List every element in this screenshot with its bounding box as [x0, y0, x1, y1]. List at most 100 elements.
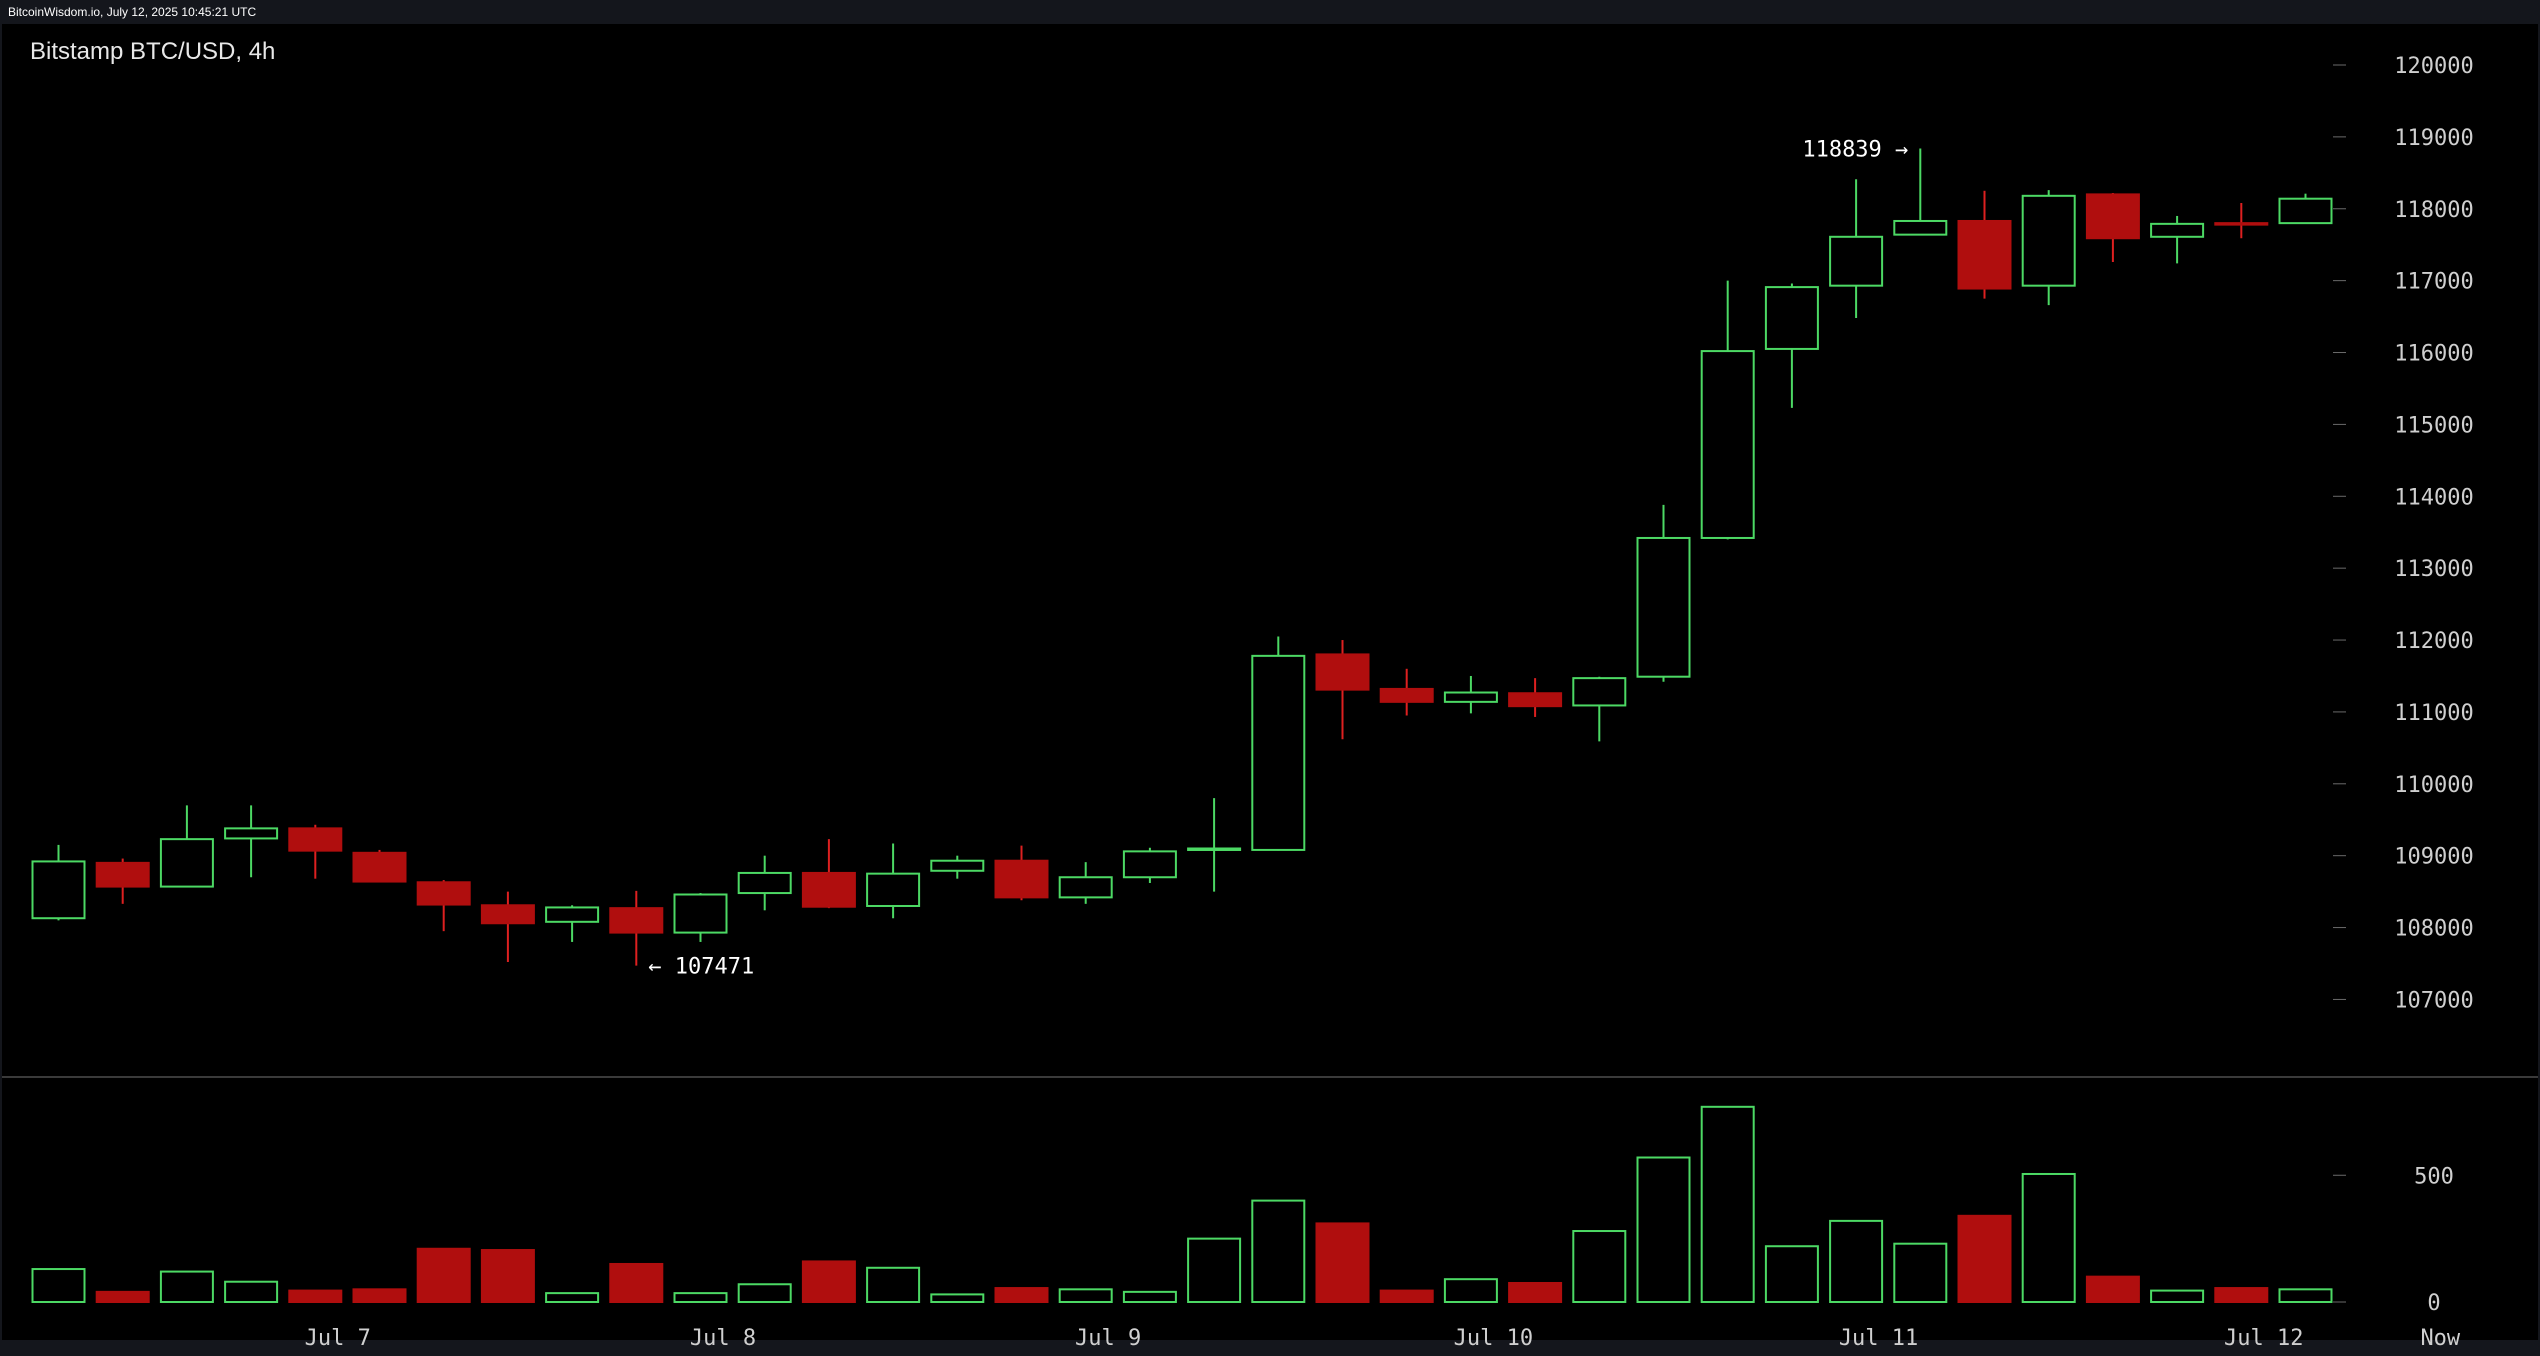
volume-bar — [95, 1290, 150, 1303]
annotations: 118839 → ← 107471 — [648, 137, 1908, 979]
volume-bar — [1508, 1281, 1563, 1304]
volume-bar — [1700, 1105, 1755, 1304]
volume-bar — [1572, 1230, 1627, 1304]
y-tick-label: 111000 — [2394, 701, 2473, 726]
chart-title: Bitstamp BTC/USD, 4h — [30, 38, 275, 65]
volume-bar — [545, 1292, 600, 1303]
candle-down — [2085, 192, 2140, 262]
volume-bar — [2021, 1172, 2076, 1304]
volume-axis: 0 500 — [2333, 1164, 2454, 1316]
volume-bar — [1379, 1289, 1434, 1304]
volume-bar — [1315, 1222, 1370, 1304]
volume-bar — [1443, 1278, 1498, 1304]
candle-down — [609, 890, 664, 966]
x-tick-label: Jul 11 — [1839, 1326, 1918, 1351]
volume-bar — [480, 1249, 535, 1303]
candle-down — [801, 839, 856, 909]
candle-body — [609, 907, 664, 934]
price-annotation: 118839 → — [1802, 137, 1908, 162]
volume-bar — [1058, 1288, 1113, 1303]
y-tick-label: 116000 — [2394, 342, 2473, 367]
y-tick-label: 112000 — [2394, 629, 2473, 654]
candlestick-chart[interactable]: Bitstamp BTC/USD, 4h 1070001080001090001… — [0, 24, 2540, 1356]
volume-bar — [737, 1283, 792, 1304]
y-tick-label: 120000 — [2394, 54, 2473, 79]
x-axis: Jul 7 Jul 8 Jul 9 Jul 10 Jul 11 Jul 12 Now — [305, 1326, 2461, 1351]
volume-bar — [2085, 1275, 2140, 1304]
candle-down — [416, 880, 471, 932]
candle-up — [673, 893, 728, 942]
candle-body — [352, 851, 407, 883]
volume-bar — [1636, 1156, 1691, 1303]
candle-body — [737, 871, 792, 895]
candle-up — [31, 844, 86, 921]
volume-bar — [2214, 1287, 2269, 1303]
candle-body — [480, 904, 535, 925]
candle-body — [416, 881, 471, 906]
volume-bar — [159, 1270, 214, 1303]
volume-bar — [609, 1262, 664, 1303]
candle-up — [1443, 675, 1498, 714]
candle-body — [1122, 850, 1177, 879]
volume-bar — [801, 1260, 856, 1303]
volume-bar — [288, 1289, 343, 1304]
header-text: BitcoinWisdom.io, July 12, 2025 10:45:21… — [8, 5, 257, 19]
candle-down — [1957, 190, 2012, 299]
candle-up — [1572, 676, 1627, 742]
price-annotation: ← 107471 — [648, 955, 754, 980]
y-tick-label: 107000 — [2394, 988, 2473, 1013]
candle-body — [1251, 654, 1306, 851]
candle-body — [801, 871, 856, 908]
candle-up — [1764, 283, 1819, 408]
candle-up — [159, 805, 214, 888]
candle-body — [930, 859, 985, 872]
volume-bar — [1187, 1237, 1242, 1303]
volume-bar — [994, 1287, 1049, 1303]
candle-up — [1187, 798, 1242, 892]
volume-bar — [2278, 1288, 2333, 1303]
volume-bar — [1251, 1199, 1306, 1303]
volume-tick-label: 0 — [2427, 1291, 2440, 1316]
y-tick-label: 115000 — [2394, 413, 2473, 438]
candle-down — [2214, 203, 2269, 239]
y-tick-label: 108000 — [2394, 917, 2473, 942]
candle-up — [1700, 280, 1755, 540]
candle-body — [159, 838, 214, 888]
y-tick-label: 113000 — [2394, 557, 2473, 582]
candle-down — [1508, 678, 1563, 717]
y-tick-label: 114000 — [2394, 485, 2473, 510]
candle-body — [224, 827, 279, 840]
candle-body — [2214, 222, 2269, 226]
volume-bar — [673, 1292, 728, 1303]
candle-body — [866, 872, 921, 907]
candle-body — [95, 861, 150, 888]
candle-up — [224, 805, 279, 878]
candle-body — [1379, 687, 1434, 703]
candle-body — [1700, 350, 1755, 539]
top-bar: BitcoinWisdom.io, July 12, 2025 10:45:21… — [0, 0, 2540, 24]
candle-body — [1508, 692, 1563, 708]
candle-down — [1315, 640, 1370, 740]
candle-body — [31, 860, 86, 920]
volume-bar — [352, 1288, 407, 1303]
candle-body — [1187, 847, 1242, 851]
volume-bar — [416, 1247, 471, 1304]
candle-up — [1636, 504, 1691, 682]
candle-up — [1122, 847, 1177, 883]
candle-body — [994, 859, 1049, 899]
candle-up — [2021, 190, 2076, 306]
y-axis: 107000 108000 109000 110000 111000 112000 1130… — [2333, 54, 2474, 1013]
candle-up — [1058, 862, 1113, 904]
candle-body — [1572, 677, 1627, 707]
candle-body — [1764, 286, 1819, 350]
candle-body — [2021, 194, 2076, 287]
candle-down — [352, 849, 407, 883]
candle-body — [1829, 235, 1884, 287]
candle-up — [930, 855, 985, 879]
candle-body — [673, 893, 728, 934]
x-tick-label: Jul 7 — [305, 1326, 371, 1351]
candle-body — [1957, 219, 2012, 290]
candle-up — [2150, 215, 2205, 264]
volume-bar — [1829, 1219, 1884, 1304]
candle-up — [1893, 148, 1948, 236]
